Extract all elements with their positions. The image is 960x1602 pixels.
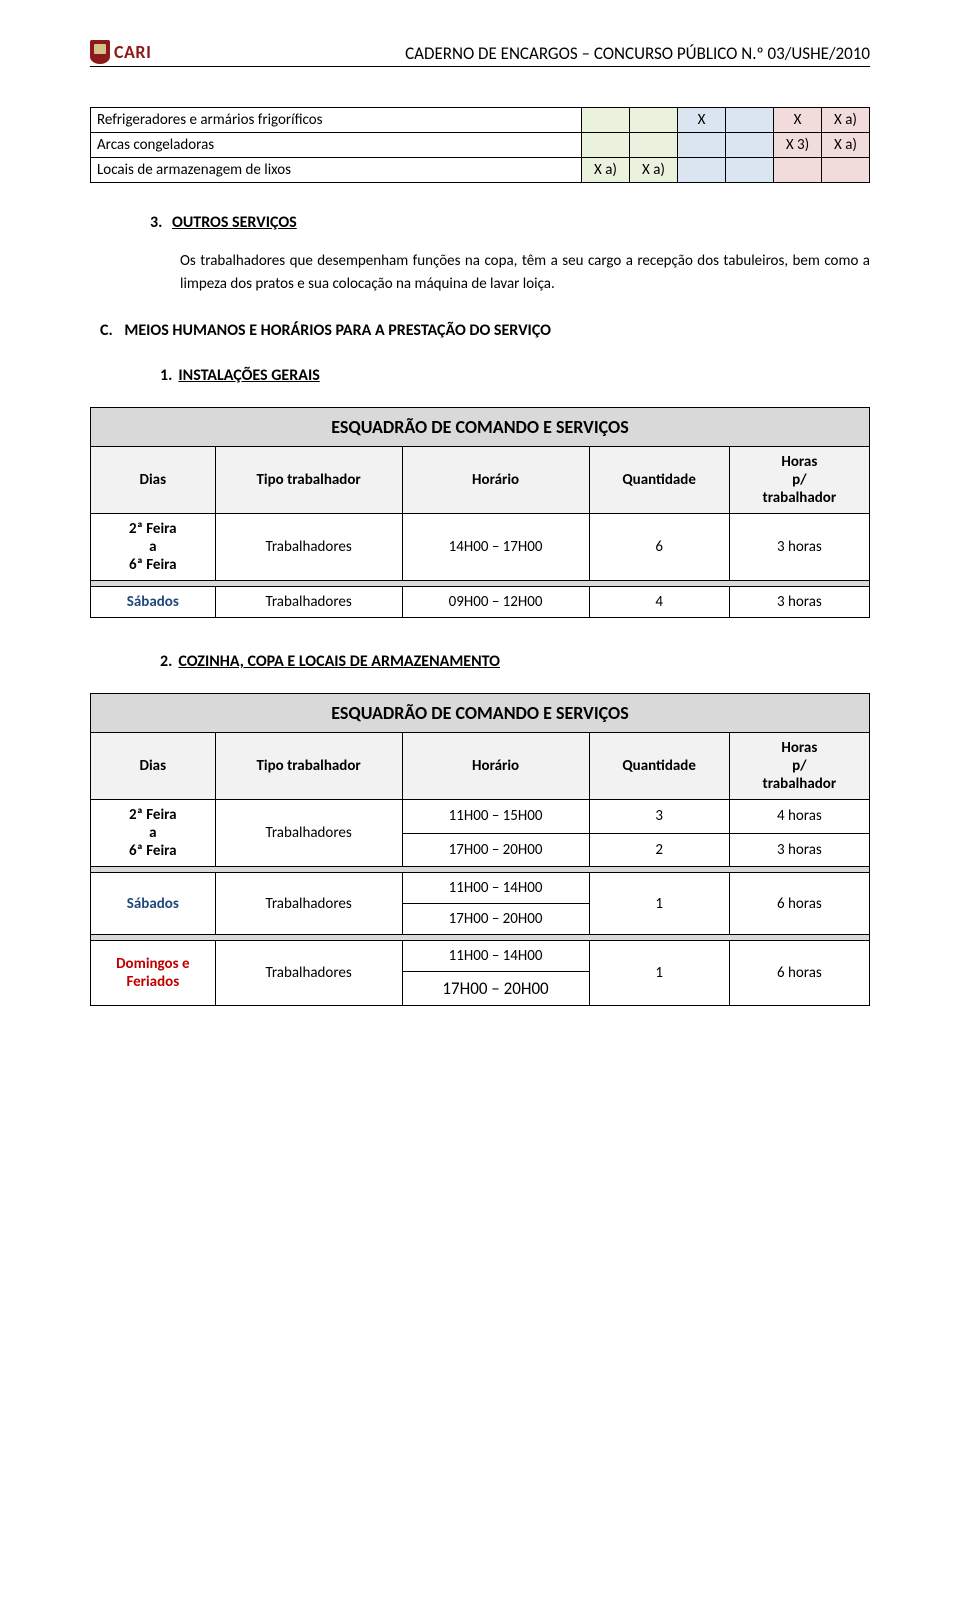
sched2-a-r1-horario: 11H00 – 15H00 bbox=[402, 800, 589, 834]
mini-cell: X a) bbox=[822, 108, 870, 133]
mini-cell bbox=[726, 108, 774, 133]
page-header: CARI CADERNO DE ENCARGOS – CONCURSO PÚBL… bbox=[90, 40, 870, 67]
mini-row: Arcas congeladoras X 3)X a) bbox=[91, 133, 870, 158]
section-c-heading: C. MEIOS HUMANOS E HORÁRIOS PARA A PREST… bbox=[100, 321, 870, 340]
sched2-b-qtd: 1 bbox=[589, 873, 729, 935]
sched1-r1-tipo: Trabalhadores bbox=[215, 514, 402, 581]
sched2-b-row1: Sábados Trabalhadores 11H00 – 14H00 1 6 … bbox=[91, 873, 870, 904]
shield-icon bbox=[90, 40, 110, 64]
mini-cell bbox=[774, 158, 822, 183]
mini-row: Locais de armazenagem de lixosX a)X a) bbox=[91, 158, 870, 183]
header-title: CADERNO DE ENCARGOS – CONCURSO PÚBLICO N… bbox=[405, 43, 870, 64]
section-3-num: 3. bbox=[150, 213, 162, 232]
sched1-r2-tipo: Trabalhadores bbox=[215, 587, 402, 618]
mini-cell bbox=[822, 158, 870, 183]
sched1-h-horas: Horas p/ trabalhador bbox=[729, 447, 869, 514]
section-3-heading: 3. OUTROS SERVIÇOS bbox=[150, 213, 870, 232]
sched1-r1-horario: 14H00 – 17H00 bbox=[402, 514, 589, 581]
logo-text: CARI bbox=[114, 41, 151, 63]
sched1-h-tipo: Tipo trabalhador bbox=[215, 447, 402, 514]
section-c-title: MEIOS HUMANOS E HORÁRIOS PARA A PRESTAÇÃ… bbox=[124, 321, 551, 340]
page: CARI CADERNO DE ENCARGOS – CONCURSO PÚBL… bbox=[0, 0, 960, 1100]
mini-cell bbox=[630, 133, 678, 158]
mini-row-label: Locais de armazenagem de lixos bbox=[91, 158, 582, 183]
sched1-r2-dias: Sábados bbox=[91, 587, 216, 618]
sched2-a-row1: 2ª Feira a 6ª Feira Trabalhadores 11H00 … bbox=[91, 800, 870, 834]
sub2-title: COZINHA, COPA E LOCAIS DE ARMAZENAMENTO bbox=[178, 652, 500, 671]
sched2-b-tipo: Trabalhadores bbox=[215, 873, 402, 935]
sched1-h-horario: Horário bbox=[402, 447, 589, 514]
sched1-r1-qtd: 6 bbox=[589, 514, 729, 581]
sched2-b-dias: Sábados bbox=[91, 873, 216, 935]
sub1-num: 1. bbox=[160, 366, 172, 385]
sub1-title: INSTALAÇÕES GERAIS bbox=[178, 366, 319, 385]
schedule-table-2: ESQUADRÃO DE COMANDO E SERVIÇOS Dias Tip… bbox=[90, 693, 870, 1006]
schedule-table-1: ESQUADRÃO DE COMANDO E SERVIÇOS Dias Tip… bbox=[90, 407, 870, 618]
sched2-c-qtd: 1 bbox=[589, 941, 729, 1006]
sched2-h-horas: Horas p/ trabalhador bbox=[729, 733, 869, 800]
sched2-a-dias: 2ª Feira a 6ª Feira bbox=[91, 800, 216, 867]
sched2-h-tipo: Tipo trabalhador bbox=[215, 733, 402, 800]
sched1-r2-horario: 09H00 – 12H00 bbox=[402, 587, 589, 618]
sched2-c-dias: Domingos e Feriados bbox=[91, 941, 216, 1006]
mini-cell: X a) bbox=[630, 158, 678, 183]
sched2-b-horas: 6 horas bbox=[729, 873, 869, 935]
mini-row: Refrigeradores e armários frigoríficosXX… bbox=[91, 108, 870, 133]
mini-cell: X a) bbox=[582, 158, 630, 183]
sub1-heading: 1. INSTALAÇÕES GERAIS bbox=[160, 366, 870, 385]
sched2-c-hor2: 17H00 – 20H00 bbox=[402, 972, 589, 1006]
sched2-a-r2-qtd: 2 bbox=[589, 833, 729, 867]
sched1-row2: Sábados Trabalhadores 09H00 – 12H00 4 3 … bbox=[91, 587, 870, 618]
sched2-a-r1-horas: 4 horas bbox=[729, 800, 869, 834]
sched1-h-dias: Dias bbox=[91, 447, 216, 514]
logo: CARI bbox=[90, 40, 151, 64]
sched1-r2-qtd: 4 bbox=[589, 587, 729, 618]
mini-cell bbox=[678, 133, 726, 158]
cleaning-frequency-table: Refrigeradores e armários frigoríficosXX… bbox=[90, 107, 870, 183]
sched2-h-qtd: Quantidade bbox=[589, 733, 729, 800]
sched1-h-qtd: Quantidade bbox=[589, 447, 729, 514]
section-3-title: OUTROS SERVIÇOS bbox=[172, 213, 297, 232]
sub2-num: 2. bbox=[160, 652, 172, 671]
mini-cell bbox=[582, 133, 630, 158]
mini-cell bbox=[630, 108, 678, 133]
mini-cell: X bbox=[678, 108, 726, 133]
section-c-label: C. bbox=[100, 321, 113, 340]
sched2-a-tipo: Trabalhadores bbox=[215, 800, 402, 867]
sched1-r2-horas: 3 horas bbox=[729, 587, 869, 618]
sched2-b-hor2: 17H00 – 20H00 bbox=[402, 904, 589, 935]
sched2-c-tipo: Trabalhadores bbox=[215, 941, 402, 1006]
sched2-b-hor1: 11H00 – 14H00 bbox=[402, 873, 589, 904]
sched2-a-r1-qtd: 3 bbox=[589, 800, 729, 834]
mini-cell: X bbox=[774, 108, 822, 133]
sched2-c-horas: 6 horas bbox=[729, 941, 869, 1006]
sched1-r1-horas: 3 horas bbox=[729, 514, 869, 581]
sched2-c-row1: Domingos e Feriados Trabalhadores 11H00 … bbox=[91, 941, 870, 972]
mini-row-label: Arcas congeladoras bbox=[91, 133, 582, 158]
mini-cell bbox=[678, 158, 726, 183]
mini-cell bbox=[726, 158, 774, 183]
mini-cell: X 3) bbox=[774, 133, 822, 158]
sched1-r1-dias: 2ª Feira a 6ª Feira bbox=[91, 514, 216, 581]
section-3-body: Os trabalhadores que desempenham funções… bbox=[180, 250, 870, 295]
sub2-heading: 2. COZINHA, COPA E LOCAIS DE ARMAZENAMENT… bbox=[160, 652, 870, 671]
sched2-a-r2-horario: 17H00 – 20H00 bbox=[402, 833, 589, 867]
sched1-row: 2ª Feira a 6ª Feira Trabalhadores 14H00 … bbox=[91, 514, 870, 581]
sched2-c-hor1: 11H00 – 14H00 bbox=[402, 941, 589, 972]
mini-cell bbox=[582, 108, 630, 133]
sched2-h-dias: Dias bbox=[91, 733, 216, 800]
sched2-a-r2-horas: 3 horas bbox=[729, 833, 869, 867]
mini-row-label: Refrigeradores e armários frigoríficos bbox=[91, 108, 582, 133]
sched1-title: ESQUADRÃO DE COMANDO E SERVIÇOS bbox=[91, 408, 870, 447]
mini-cell bbox=[726, 133, 774, 158]
sched2-h-horario: Horário bbox=[402, 733, 589, 800]
sched2-title: ESQUADRÃO DE COMANDO E SERVIÇOS bbox=[91, 694, 870, 733]
mini-cell: X a) bbox=[822, 133, 870, 158]
